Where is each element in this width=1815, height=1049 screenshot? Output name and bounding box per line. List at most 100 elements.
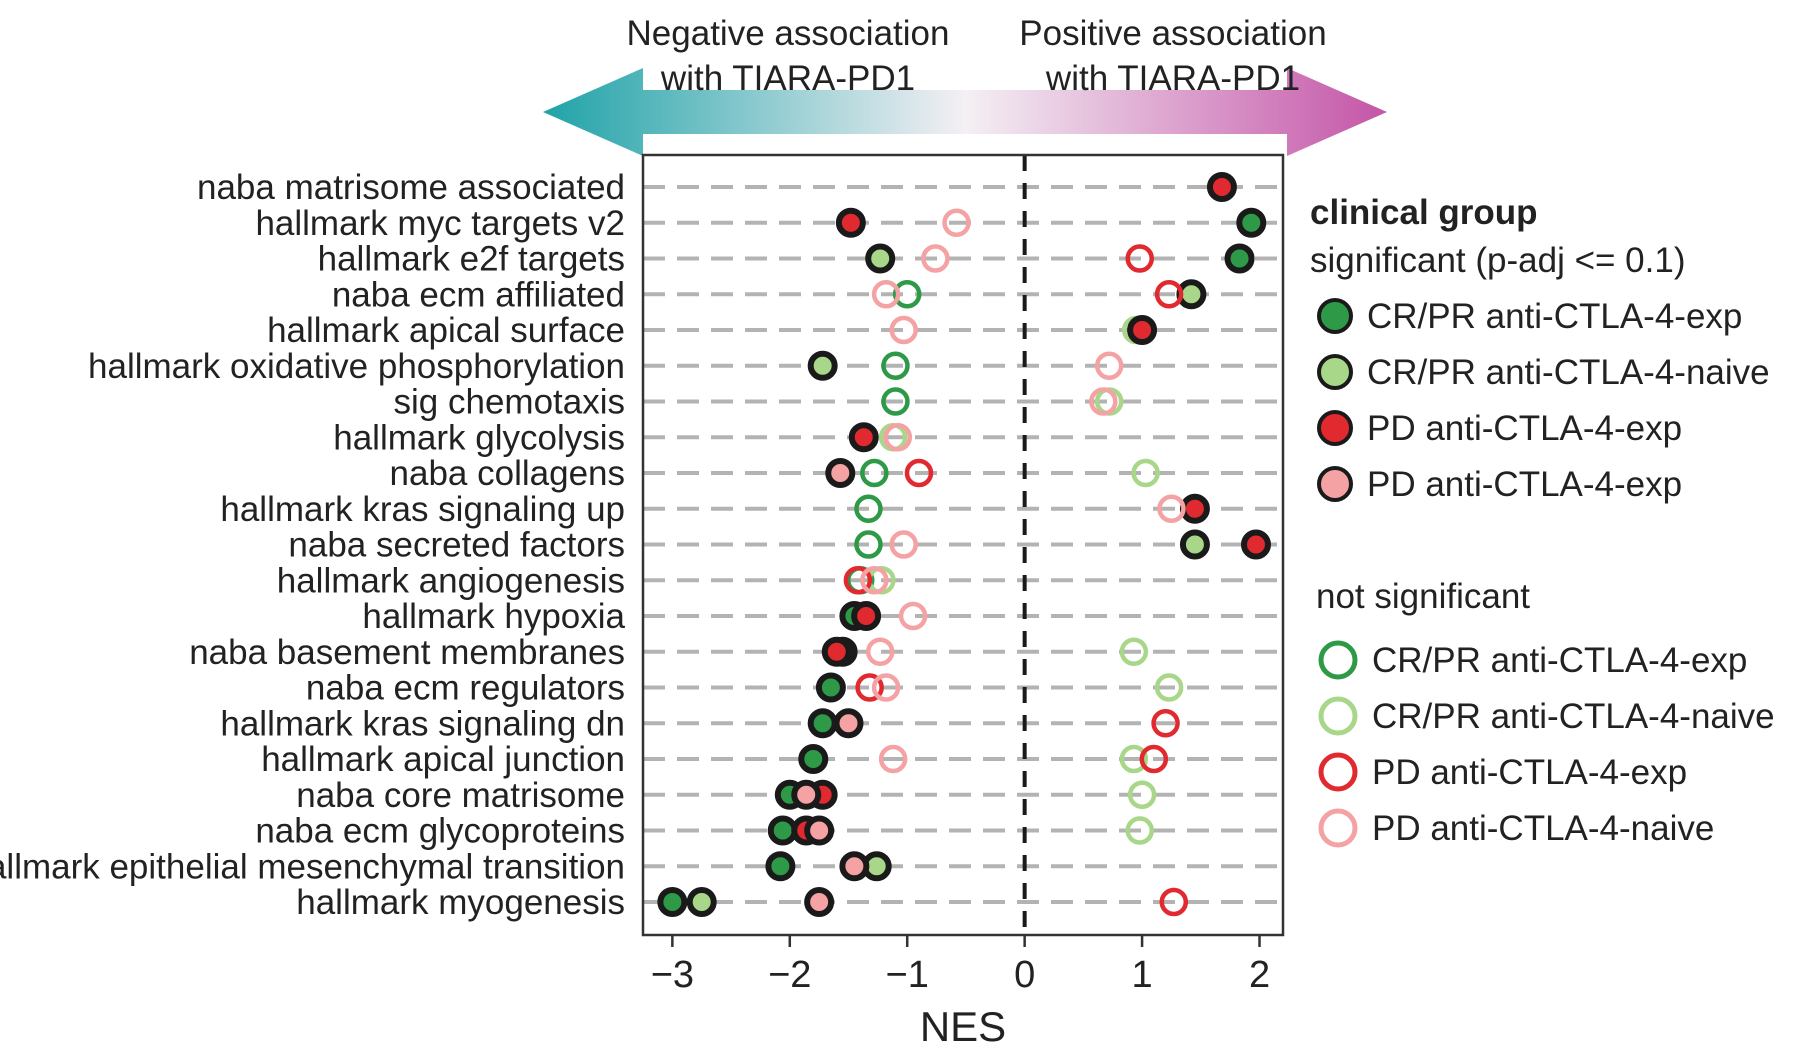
point-pd_exp-not-significant	[855, 673, 884, 702]
point-pd_exp-not-significant	[1139, 744, 1169, 774]
point-pd_exp-significant	[1127, 315, 1158, 345]
category-label: hallmark glycolysis	[333, 418, 625, 457]
legend-not-significant-items: CR/PR anti-CTLA-4-exp CR/PR anti-CTLA-4-n…	[1318, 640, 1775, 848]
category-label: hallmark myogenesis	[296, 883, 625, 922]
point-pd_naive-not-significant	[1157, 494, 1186, 523]
point-pd_naive-not-significant	[860, 566, 889, 595]
category-label: naba matrisome associated	[197, 168, 625, 207]
point-pd_naive-not-significant	[921, 244, 950, 273]
point-crpr_naive-not-significant	[1119, 637, 1149, 666]
legend-key-crpr_naive-significant	[1317, 354, 1353, 390]
legend-key-pd_exp-significant	[1317, 410, 1353, 446]
point-pd_exp-significant	[848, 422, 879, 453]
point-pd_exp-not-significant	[843, 566, 873, 595]
point-crpr_exp-significant	[767, 815, 798, 846]
category-label: hallmark e2f targets	[318, 240, 625, 279]
point-crpr_naive-not-significant	[1127, 780, 1157, 809]
point-crpr_exp-significant	[1224, 243, 1255, 274]
point-pd_naive-significant	[804, 815, 835, 846]
point-crpr_naive-not-significant	[1131, 458, 1160, 488]
point-crpr_exp-not-significant	[854, 530, 883, 559]
category-label: hallmark epithelial mesenchymal transiti…	[0, 847, 625, 886]
data-points	[657, 172, 1271, 917]
x-tick-label: −3	[651, 954, 694, 996]
point-pd_exp-significant	[1240, 529, 1271, 560]
category-label: naba ecm regulators	[306, 669, 625, 708]
point-crpr_naive-significant	[686, 887, 717, 917]
legend-label: CR/PR anti-CTLA-4-naive	[1372, 697, 1775, 736]
point-pd_exp-significant	[1179, 493, 1210, 524]
legend-label: CR/PR anti-CTLA-4-exp	[1367, 297, 1742, 336]
category-label: naba core matrisome	[296, 776, 625, 815]
banner-right-line1: Positive association	[1019, 14, 1326, 53]
point-pd_naive-not-significant	[878, 744, 908, 774]
point-crpr_exp-not-significant	[860, 458, 889, 488]
legend-label: PD anti-CTLA-4-exp	[1367, 409, 1682, 448]
point-pd_exp-not-significant	[1151, 709, 1180, 738]
point-pd_exp-significant	[835, 207, 866, 238]
legend-label: PD anti-CTLA-4-naive	[1372, 809, 1714, 848]
legend-key-crpr_exp-significant	[1317, 298, 1353, 334]
category-label: naba ecm affiliated	[332, 275, 625, 314]
point-crpr_exp-significant	[798, 744, 829, 774]
x-tick-label: 1	[1132, 954, 1153, 996]
banner-left-line1: Negative association	[627, 14, 950, 53]
x-tick-label: −2	[768, 954, 811, 996]
legend-label: PD anti-CTLA-4-exp	[1372, 753, 1687, 792]
point-crpr_exp-not-significant	[892, 280, 922, 309]
banner-double-arrow	[543, 68, 1387, 156]
point-pd_naive-not-significant	[871, 673, 901, 702]
point-pd_naive-significant	[791, 779, 822, 810]
legend-label: CR/PR anti-CTLA-4-naive	[1367, 353, 1770, 392]
point-pd_naive-not-significant	[1089, 387, 1118, 416]
point-pd_exp-not-significant	[1159, 887, 1189, 917]
point-crpr_naive-significant	[807, 350, 838, 381]
x-tick-label: −1	[886, 954, 929, 996]
point-pd_naive-not-significant	[889, 315, 918, 345]
point-pd_exp-not-significant	[904, 458, 934, 488]
legend-key-crpr_exp-not-significant	[1318, 640, 1358, 680]
point-crpr_exp-significant	[807, 708, 838, 739]
legend-key-pd_exp-not-significant	[1318, 752, 1358, 792]
point-crpr_exp-significant	[1236, 207, 1267, 238]
point-pd_naive-not-significant	[898, 601, 928, 631]
category-label: hallmark myc targets v2	[255, 204, 625, 243]
point-pd_naive-not-significant	[942, 208, 971, 237]
banner-right-line2: with TIARA-PD1	[1045, 59, 1300, 98]
x-tick-label: 2	[1249, 954, 1270, 996]
category-label: naba secreted factors	[288, 526, 625, 565]
point-pd_exp-significant	[1206, 172, 1237, 202]
legend-key-pd_naive-not-significant	[1318, 808, 1358, 848]
point-pd_naive-not-significant	[1094, 351, 1124, 380]
plot-frame	[641, 153, 1285, 937]
x-tick-label: 0	[1014, 954, 1035, 996]
row-gridlines	[643, 185, 1283, 904]
legend-key-pd_naive-significant	[1317, 466, 1353, 502]
legend-significant-header: significant (p-adj <= 0.1)	[1310, 241, 1685, 280]
x-axis-title: NES	[920, 1003, 1006, 1049]
point-pd_naive-not-significant	[865, 637, 895, 666]
legend-label: CR/PR anti-CTLA-4-exp	[1372, 641, 1747, 680]
legend-significant-items: CR/PR anti-CTLA-4-exp CR/PR anti-CTLA-4-n…	[1317, 297, 1770, 504]
point-crpr_exp-significant	[815, 672, 846, 703]
category-label: hallmark kras signaling dn	[220, 704, 625, 743]
x-axis: −3 −2 −1 0 1 2	[651, 935, 1270, 996]
banner-left-line2: with TIARA-PD1	[660, 59, 915, 98]
category-label: hallmark kras signaling up	[220, 490, 625, 529]
point-pd_exp-significant	[851, 601, 882, 631]
category-label: naba ecm glycoproteins	[255, 812, 625, 851]
category-label: hallmark angiogenesis	[277, 561, 625, 600]
point-pd_exp-significant	[821, 636, 852, 667]
point-crpr_naive-not-significant	[1119, 744, 1149, 774]
point-pd_naive-significant	[839, 851, 870, 882]
category-label: hallmark oxidative phosphorylation	[88, 347, 625, 386]
point-pd_exp-not-significant	[1125, 244, 1154, 273]
point-pd_naive-not-significant	[889, 530, 918, 559]
point-pd_exp-not-significant	[1154, 280, 1184, 309]
point-crpr_exp-significant	[765, 851, 796, 882]
category-label: hallmark apical surface	[267, 311, 625, 350]
category-label: naba collagens	[390, 454, 625, 493]
category-label: hallmark apical junction	[261, 740, 625, 779]
